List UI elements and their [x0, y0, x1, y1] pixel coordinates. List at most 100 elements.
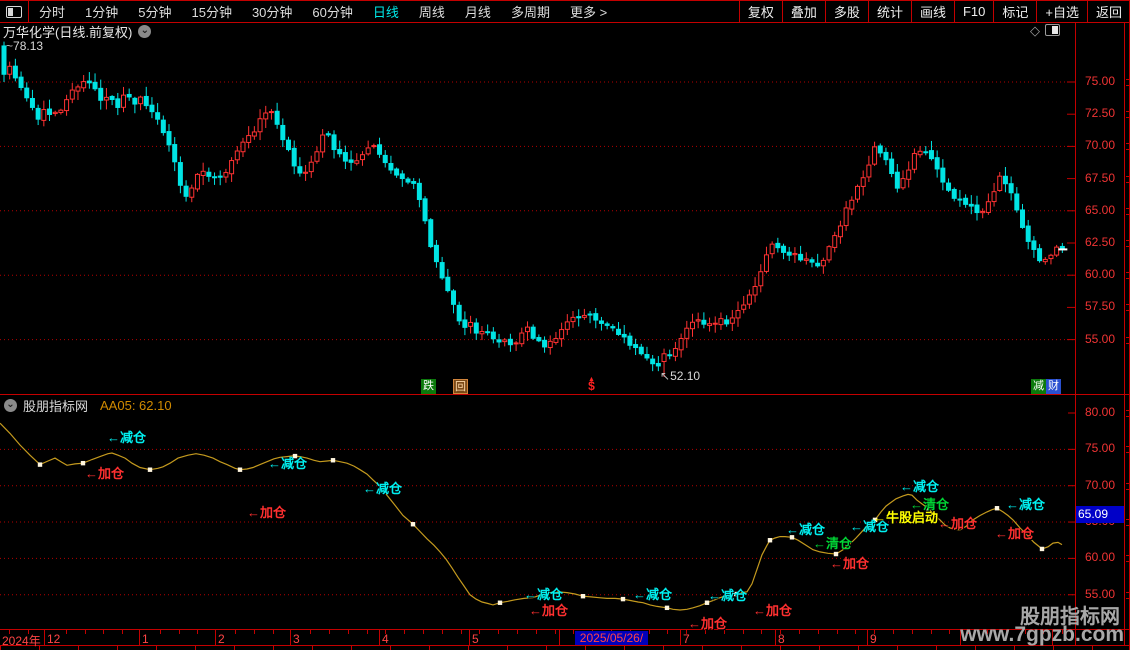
edge-tick [1126, 336, 1129, 338]
strip-divider [897, 646, 898, 650]
signal-label-减仓: ←减仓 [363, 481, 403, 496]
period-tabs: 分时 1分钟 5分钟 15分钟 30分钟 60分钟 日线 周线 月线 多周期 更多 > [29, 1, 617, 22]
period-tab-30分钟[interactable]: 30分钟 [251, 5, 293, 20]
period-tab-5分钟[interactable]: 5分钟 [138, 5, 172, 20]
chart-title: 万华化学(日线.前复权) [3, 25, 133, 40]
minor-tick [536, 630, 537, 634]
minor-tick [1043, 630, 1044, 634]
indicator-axis-label-55.00: 55.00 [1084, 586, 1116, 601]
indicator-chevron-icon[interactable]: ⌄ [4, 399, 17, 412]
main-axis-label-70.00: 70.00 [1084, 138, 1116, 153]
month-divider [290, 630, 291, 645]
layout-toggle-button[interactable] [0, 1, 29, 22]
minor-tick [160, 630, 161, 634]
main-axis-label-55.00: 55.00 [1084, 331, 1116, 346]
indicator-axis-label-75.00: 75.00 [1084, 441, 1116, 456]
minor-tick [987, 630, 988, 634]
minor-tick [273, 630, 274, 634]
toolbar-button-复权[interactable]: 复权 [738, 1, 782, 22]
minor-tick [799, 630, 800, 634]
time-axis-label-2024年: 2024年 [2, 634, 41, 648]
edge-tick [1126, 304, 1129, 306]
strip-divider [1092, 646, 1093, 650]
signal-label-减仓: ←减仓 [850, 519, 890, 534]
edge-tick [1126, 213, 1129, 215]
minor-tick [423, 630, 424, 634]
strip-divider [0, 646, 1, 650]
minor-tick [254, 630, 255, 634]
period-tab-60分钟[interactable]: 60分钟 [312, 5, 353, 20]
month-divider [44, 630, 45, 645]
toolbar-button-叠加[interactable]: 叠加 [781, 1, 825, 22]
period-tab-周线[interactable]: 周线 [418, 5, 445, 20]
edge-tick [1126, 446, 1129, 448]
signal-label-减仓: ←减仓 [900, 479, 940, 494]
period-tab-15分钟[interactable]: 15分钟 [191, 5, 232, 20]
period-tab-分时[interactable]: 分时 [39, 5, 66, 20]
toolbar-button-画线[interactable]: 画线 [910, 1, 954, 22]
strip-divider [312, 646, 313, 650]
edge-tick [1126, 111, 1129, 113]
strip-divider [585, 646, 586, 650]
minor-tick [667, 630, 668, 634]
toolbar-button-标记[interactable]: 标记 [993, 1, 1036, 22]
toolbar-button-返回[interactable]: 返回 [1086, 1, 1129, 22]
edge-tick [1126, 240, 1129, 241]
strip-divider [78, 646, 79, 650]
indicator-value-label: AA05: 62.10 [100, 398, 172, 413]
toolbar-button-多股[interactable]: 多股 [824, 1, 868, 22]
edge-tick [1126, 597, 1129, 599]
window-split-icon[interactable] [1045, 24, 1060, 36]
minor-tick [780, 630, 781, 634]
period-tab-月线[interactable]: 月线 [464, 5, 491, 20]
time-axis-label-7: 7 [683, 632, 690, 646]
indicator-axis-label-60.00: 60.00 [1084, 550, 1116, 565]
period-tab-更多 >[interactable]: 更多 > [569, 5, 608, 20]
period-tab-1分钟[interactable]: 1分钟 [85, 5, 119, 20]
minor-tick [761, 630, 762, 634]
title-corner-icons: ◇ [1030, 23, 1060, 37]
minor-tick [705, 630, 706, 634]
edge-tick [1126, 525, 1129, 527]
toolbar-button-F10[interactable]: F10 [953, 1, 993, 22]
indicator-chart[interactable] [0, 397, 1076, 629]
edge-tick [1126, 410, 1129, 411]
minor-tick [498, 630, 499, 634]
high-annotation: ~78.13 [6, 39, 44, 53]
watermark-site-name: 股朋指标网 [1020, 606, 1120, 628]
signal-label-减仓: ←减仓 [633, 587, 673, 602]
edge-tick [1126, 175, 1129, 177]
minor-tick [1062, 630, 1063, 634]
minor-tick [442, 630, 443, 634]
strip-divider [741, 646, 742, 650]
period-tab-日线[interactable]: 日线 [372, 5, 399, 20]
toolbar-button-+自选[interactable]: +自选 [1036, 1, 1087, 22]
time-axis-label-2: 2 [218, 632, 225, 646]
chevron-down-icon[interactable]: ⌄ [138, 25, 152, 38]
time-axis-label-1: 1 [142, 632, 149, 646]
main-candlestick-chart[interactable] [0, 38, 1076, 394]
panel-separator-line [0, 394, 1129, 395]
minor-tick [479, 630, 480, 634]
time-axis-label-8: 8 [778, 632, 785, 646]
main-axis-label-60.00: 60.00 [1084, 267, 1116, 282]
period-toolbar: 分时 1分钟 5分钟 15分钟 30分钟 60分钟 日线 周线 月线 多周期 更多 > 复权 叠加 多股… [0, 0, 1129, 23]
strip-divider [1053, 646, 1054, 650]
signal-label-加仓: ←加仓 [247, 505, 287, 520]
main-axis-label-67.50: 67.50 [1084, 170, 1116, 185]
time-axis-label-5: 5 [472, 632, 479, 646]
diamond-icon[interactable]: ◇ [1030, 22, 1040, 38]
minor-tick [555, 630, 556, 634]
edge-tick [1126, 278, 1129, 280]
toolbar-button-统计[interactable]: 统计 [867, 1, 911, 22]
main-axis-label-62.50: 62.50 [1084, 235, 1116, 249]
period-tab-多周期[interactable]: 多周期 [510, 5, 550, 20]
event-marker-减: 减 [1031, 379, 1046, 394]
main-axis-label-57.50: 57.50 [1084, 299, 1116, 314]
minor-tick [404, 630, 405, 634]
minor-tick [461, 630, 462, 634]
indicator-header: ⌄ 股朋指标网 AA05: 62.10 [4, 398, 172, 414]
minor-tick [367, 630, 368, 634]
minor-tick [517, 630, 518, 634]
